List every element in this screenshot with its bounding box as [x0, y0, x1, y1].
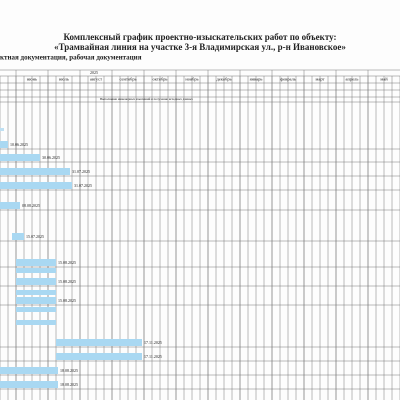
task-bar: [16, 278, 56, 285]
title: Комплексный график проектно-изыскательск…: [63, 32, 336, 42]
task-bar: [0, 182, 72, 189]
year: 2025: [90, 70, 98, 75]
task-end-date: 17.11.2025: [144, 340, 162, 345]
month-label: июнь: [27, 77, 37, 82]
task-end-date: 30.06.2025: [42, 155, 60, 160]
task-bar: [0, 381, 58, 388]
task-bar: [16, 290, 56, 295]
month-label: февраль: [280, 77, 296, 82]
month-label: июль: [59, 77, 69, 82]
task-end-date: 31.07.2025: [74, 183, 92, 188]
month-label: май: [380, 77, 388, 82]
month-label: декабрь: [217, 77, 232, 82]
task-end-date: 17.11.2025: [144, 354, 162, 359]
task-end-date: 08.08.2025: [22, 203, 40, 208]
task-bar: [16, 307, 56, 312]
task-end-date: 18.08.2025: [60, 382, 78, 387]
task-end-date: 31.07.2025: [72, 169, 90, 174]
task-end-date: 15.08.2025: [58, 279, 76, 284]
task-bar: [0, 154, 40, 161]
task-bar: [16, 259, 56, 266]
month-label: январь: [250, 77, 263, 82]
task-end-date: 15.07.2025: [26, 234, 44, 239]
task-bar: [56, 353, 142, 360]
task-bar: [0, 141, 8, 148]
task-bar: [0, 202, 20, 209]
note: Выполнение инженерных изысканий и получе…: [100, 97, 193, 101]
task-end-date: 15.08.2025: [58, 298, 76, 303]
month-label: апрель: [346, 77, 359, 82]
task-end-date: 10.06.2025: [10, 142, 28, 147]
month-label: октябрь: [153, 77, 168, 82]
month-label: ноябрь: [185, 77, 198, 82]
task-end-date: 18.08.2025: [60, 368, 78, 373]
task-bar: [12, 233, 24, 240]
month-label: август: [90, 77, 102, 82]
stage: ктная документация, рабочая документация: [0, 54, 142, 62]
task-bar: [16, 268, 56, 273]
object-name: «Трамвайная линия на участке 3-я Владими…: [54, 42, 346, 52]
task-bar: [16, 320, 56, 325]
task-bar: [16, 297, 56, 304]
task-end-date: 15.08.2025: [58, 260, 76, 265]
task-bar: [56, 339, 142, 346]
month-label: март: [316, 77, 325, 82]
month-label: сентябрь: [119, 77, 136, 82]
gantt-grid: 2025 июнь июль август сентябрь октябрь ноябрь д…: [0, 69, 400, 400]
bar: [0, 128, 4, 131]
task-bar: [0, 168, 70, 175]
task-bar: [0, 367, 58, 374]
